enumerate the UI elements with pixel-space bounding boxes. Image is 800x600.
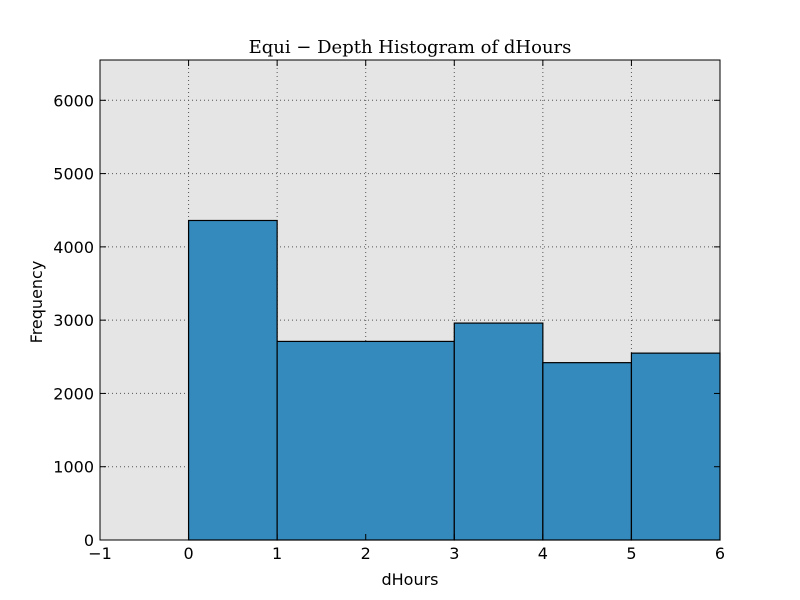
y-tick-label: 2000 (53, 384, 94, 403)
y-tick-label: 6000 (53, 91, 94, 110)
chart-title: Equi − Depth Histogram of dHours (249, 37, 572, 58)
plot-frame (99, 59, 721, 541)
x-tick-label: −1 (88, 544, 112, 563)
histogram-bar (542, 362, 633, 541)
y-axis-label: Frequency (27, 261, 46, 344)
histogram-bar (187, 219, 278, 541)
y-tick-label: 3000 (53, 311, 94, 330)
x-tick-label: 4 (538, 544, 548, 563)
y-axis-ticks: 0 1000 2000 3000 4000 5000 6000 (53, 91, 720, 550)
x-tick-label: 0 (183, 544, 193, 563)
x-tick-label: 3 (449, 544, 459, 563)
histogram-bars (187, 219, 721, 541)
y-tick-label: 0 (84, 531, 94, 550)
x-axis-ticks: −1 0 1 2 3 4 5 6 (88, 60, 725, 563)
y-tick-label: 5000 (53, 165, 94, 184)
x-tick-label: 6 (715, 544, 725, 563)
histogram-bar (630, 352, 721, 541)
y-tick-label: 4000 (53, 238, 94, 257)
histogram-bar (276, 340, 455, 541)
x-axis-label: dHours (381, 570, 438, 589)
y-tick-label: 1000 (53, 458, 94, 477)
x-tick-label: 5 (626, 544, 636, 563)
histogram-bar (453, 322, 544, 541)
x-tick-label: 2 (361, 544, 371, 563)
x-tick-label: 1 (272, 544, 282, 563)
